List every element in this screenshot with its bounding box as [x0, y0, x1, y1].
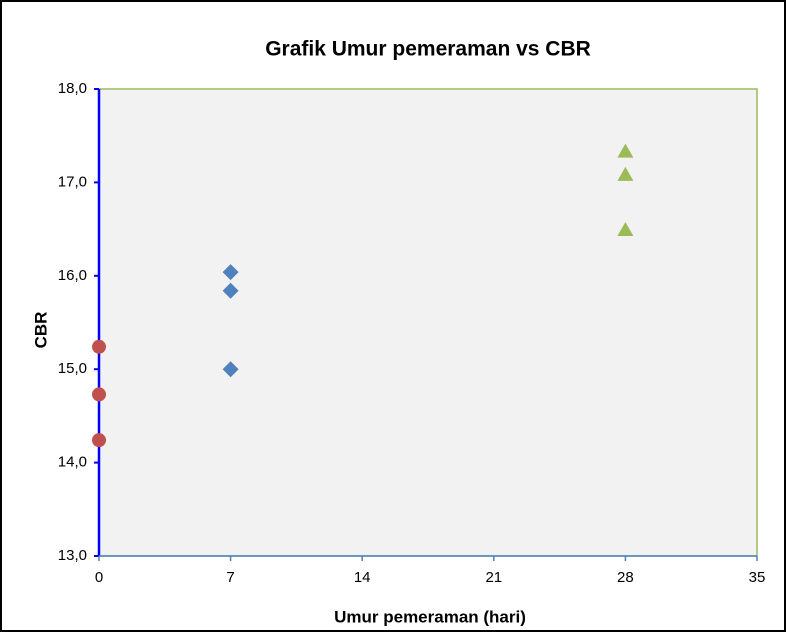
point	[222, 361, 239, 378]
point	[92, 339, 106, 354]
point	[92, 387, 106, 402]
x-tick-label: 0	[95, 569, 103, 586]
point	[617, 222, 634, 237]
x-axis-title: Umur pemeraman (hari)	[334, 607, 526, 626]
point	[222, 264, 239, 281]
x-tick-label: 21	[485, 569, 502, 586]
x-tick-label: 35	[749, 569, 766, 586]
x-tick-label: 7	[226, 569, 234, 586]
y-tick-label: 15,0	[58, 360, 87, 377]
chart-title: Grafik Umur pemeraman vs CBR	[265, 38, 591, 61]
x-tick-label: 14	[354, 569, 371, 586]
plot-area	[98, 88, 758, 557]
y-tick-label: 14,0	[58, 454, 87, 471]
y-axis-title: CBR	[31, 312, 50, 349]
point	[92, 433, 106, 448]
y-tick-label: 18,0	[58, 80, 87, 97]
y-tick-label: 16,0	[58, 267, 87, 284]
point	[617, 143, 634, 158]
y-tick-label: 13,0	[58, 547, 87, 564]
x-tick-label: 28	[617, 569, 634, 586]
point	[617, 166, 634, 181]
y-tick-label: 17,0	[58, 173, 87, 190]
point	[222, 282, 239, 299]
